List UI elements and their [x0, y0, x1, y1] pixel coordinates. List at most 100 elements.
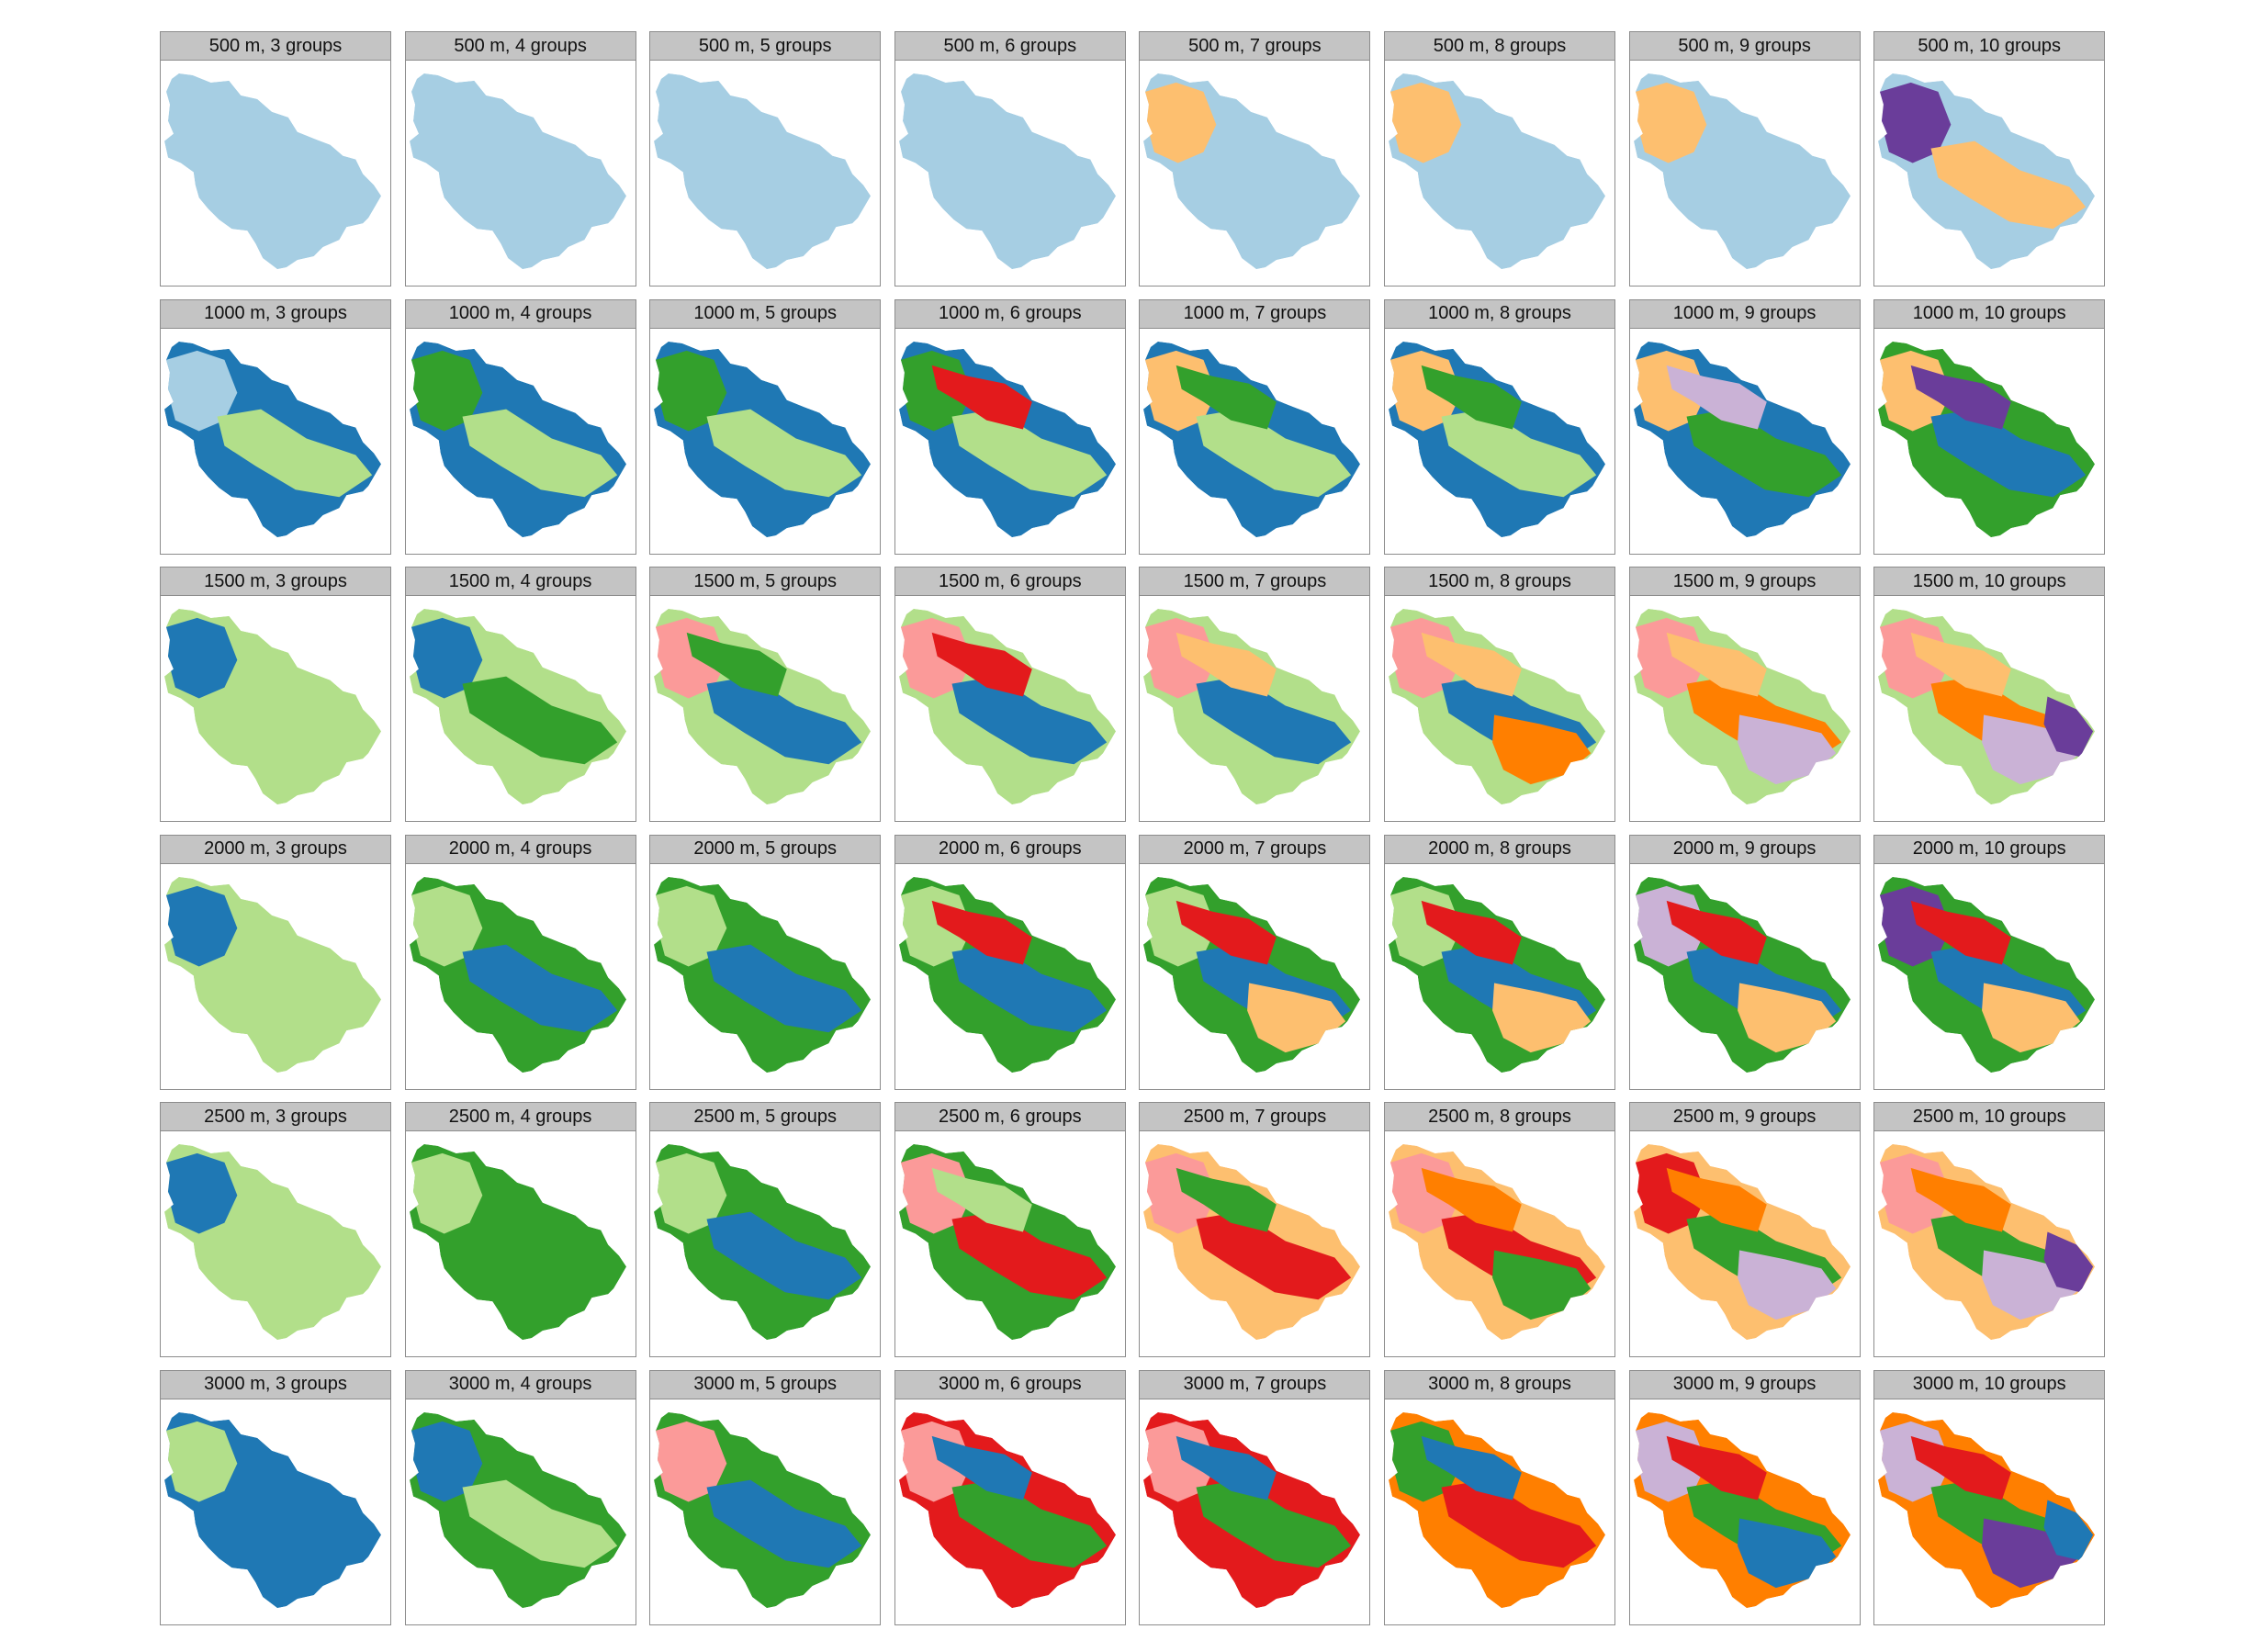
cluster-region [1145, 82, 1217, 163]
cluster-region [951, 409, 1107, 497]
cluster-region [1196, 1479, 1352, 1568]
cluster-region [706, 676, 862, 765]
map-frame [894, 863, 1126, 1090]
cluster-region [900, 617, 973, 699]
cluster-region [1389, 885, 1462, 967]
panel-title: 2500 m, 9 groups [1628, 1102, 1861, 1131]
cluster-map [1633, 876, 1851, 1073]
cluster-region [656, 1152, 727, 1234]
map-panel: 1000 m, 7 groups [1139, 298, 1371, 555]
panel-title: 2500 m, 10 groups [1873, 1102, 2106, 1131]
map-frame [404, 863, 636, 1090]
panel-title: 500 m, 6 groups [894, 31, 1126, 61]
cluster-map [1143, 876, 1361, 1073]
cluster-region [1389, 1152, 1462, 1234]
map-frame [160, 863, 391, 1090]
map-frame [894, 1131, 1126, 1357]
cluster-map [1143, 341, 1361, 537]
cluster-region [656, 617, 727, 699]
map-frame [1873, 1131, 2106, 1357]
map-panel: 3000 m, 5 groups [649, 1369, 882, 1625]
cluster-region [1145, 1421, 1217, 1502]
map-panel: 500 m, 5 groups [649, 31, 882, 287]
cluster-region [165, 1421, 238, 1502]
cluster-map [1633, 608, 1851, 805]
panel-title: 3000 m, 4 groups [404, 1369, 636, 1399]
base-region [409, 73, 626, 270]
panel-title: 3000 m, 9 groups [1628, 1369, 1861, 1399]
map-panel: 500 m, 6 groups [894, 31, 1126, 287]
panel-title: 500 m, 3 groups [160, 31, 391, 61]
map-panel: 500 m, 8 groups [1384, 31, 1615, 287]
map-frame [1628, 596, 1861, 822]
map-frame [1139, 863, 1371, 1090]
cluster-region [1737, 982, 1836, 1052]
map-frame [894, 1399, 1126, 1625]
cluster-region [951, 1479, 1107, 1568]
panel-title: 1000 m, 9 groups [1628, 298, 1861, 329]
cluster-region [411, 617, 482, 699]
cluster-map [1388, 1411, 1606, 1608]
map-panel: 2500 m, 4 groups [404, 1102, 636, 1357]
panel-title: 1000 m, 10 groups [1873, 298, 2106, 329]
panel-title: 1500 m, 6 groups [894, 567, 1126, 596]
map-frame [1628, 863, 1861, 1090]
map-panel: 1500 m, 4 groups [404, 567, 636, 822]
panel-title: 3000 m, 6 groups [894, 1369, 1126, 1399]
cluster-region [1880, 1152, 1952, 1234]
cluster-region [1910, 1435, 2011, 1500]
map-frame [894, 61, 1126, 287]
map-frame [1384, 596, 1615, 822]
panel-title: 500 m, 8 groups [1384, 31, 1615, 61]
facet-grid: 500 m, 3 groups 500 m, 4 groups 500 m, 5 g… [160, 31, 2106, 1625]
cluster-region [1196, 409, 1352, 497]
cluster-region [931, 900, 1032, 965]
cluster-region [1910, 1167, 2011, 1232]
map-panel: 3000 m, 3 groups [160, 1369, 391, 1625]
cluster-region [1982, 982, 2081, 1052]
cluster-region [1176, 1435, 1277, 1500]
cluster-region [1145, 617, 1217, 699]
panel-title: 2500 m, 8 groups [1384, 1102, 1615, 1131]
cluster-region [1737, 1517, 1836, 1588]
map-frame [649, 328, 882, 555]
cluster-region [1421, 900, 1522, 965]
map-panel: 1000 m, 4 groups [404, 298, 636, 555]
panel-title: 2500 m, 6 groups [894, 1102, 1126, 1131]
map-frame [1873, 61, 2106, 287]
map-frame [160, 1131, 391, 1357]
cluster-region [1389, 82, 1462, 163]
map-frame [649, 596, 882, 822]
cluster-map [409, 341, 626, 537]
cluster-map [409, 73, 626, 270]
panel-title: 1500 m, 3 groups [160, 567, 391, 596]
panel-title: 3000 m, 8 groups [1384, 1369, 1615, 1399]
cluster-region [462, 944, 617, 1032]
map-panel: 1500 m, 8 groups [1384, 567, 1615, 822]
cluster-map [654, 73, 872, 270]
cluster-map [898, 1143, 1116, 1341]
cluster-region [1421, 365, 1522, 430]
map-panel: 3000 m, 4 groups [404, 1369, 636, 1625]
map-panel: 2500 m, 6 groups [894, 1102, 1126, 1357]
cluster-region [656, 350, 727, 432]
panel-title: 2000 m, 6 groups [894, 834, 1126, 864]
cluster-region [1176, 365, 1277, 430]
cluster-region [1421, 1435, 1522, 1500]
cluster-map [409, 1411, 626, 1608]
map-frame [160, 596, 391, 822]
map-panel: 500 m, 3 groups [160, 31, 391, 287]
map-panel: 2000 m, 4 groups [404, 834, 636, 1090]
cluster-region [1247, 982, 1346, 1052]
cluster-region [165, 1152, 238, 1234]
map-panel: 1000 m, 3 groups [160, 298, 391, 555]
cluster-map [1878, 73, 2096, 270]
map-panel: 500 m, 7 groups [1139, 31, 1371, 287]
cluster-map [1388, 876, 1606, 1073]
cluster-map [898, 73, 1116, 270]
map-frame [649, 863, 882, 1090]
cluster-region [706, 1479, 862, 1568]
map-panel: 1000 m, 8 groups [1384, 298, 1615, 555]
map-frame [1628, 1131, 1861, 1357]
map-panel: 2000 m, 5 groups [649, 834, 882, 1090]
